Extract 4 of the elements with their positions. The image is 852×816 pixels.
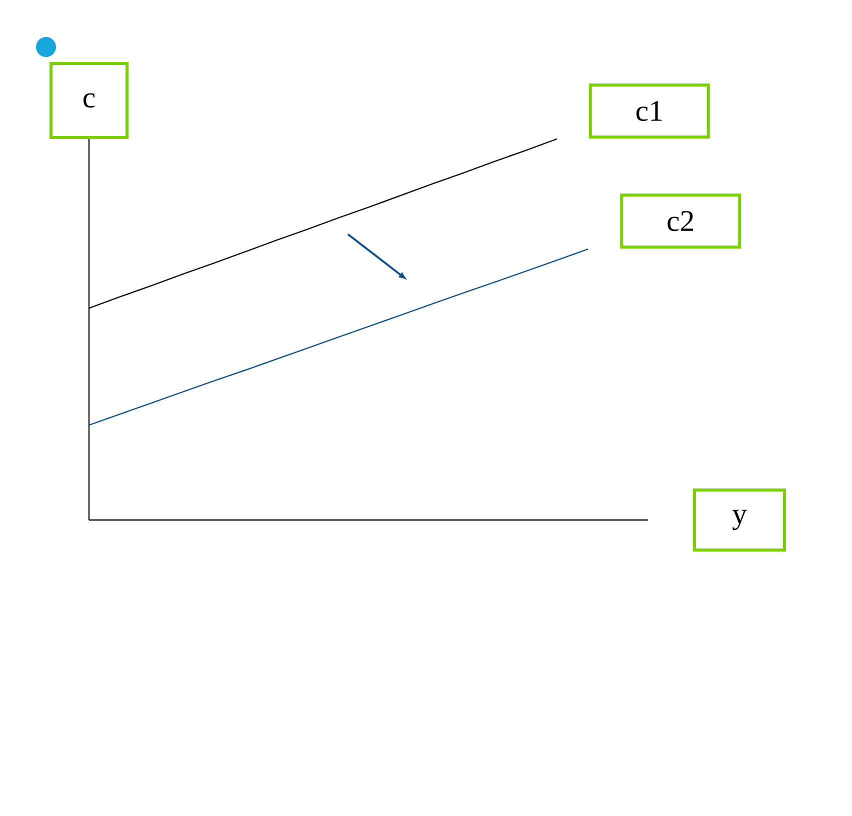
text: c1 — [636, 100, 662, 121]
text: c2 — [668, 211, 694, 232]
x-axis-title: y — [732, 510, 747, 530]
y-axis-title: c — [84, 93, 95, 108]
